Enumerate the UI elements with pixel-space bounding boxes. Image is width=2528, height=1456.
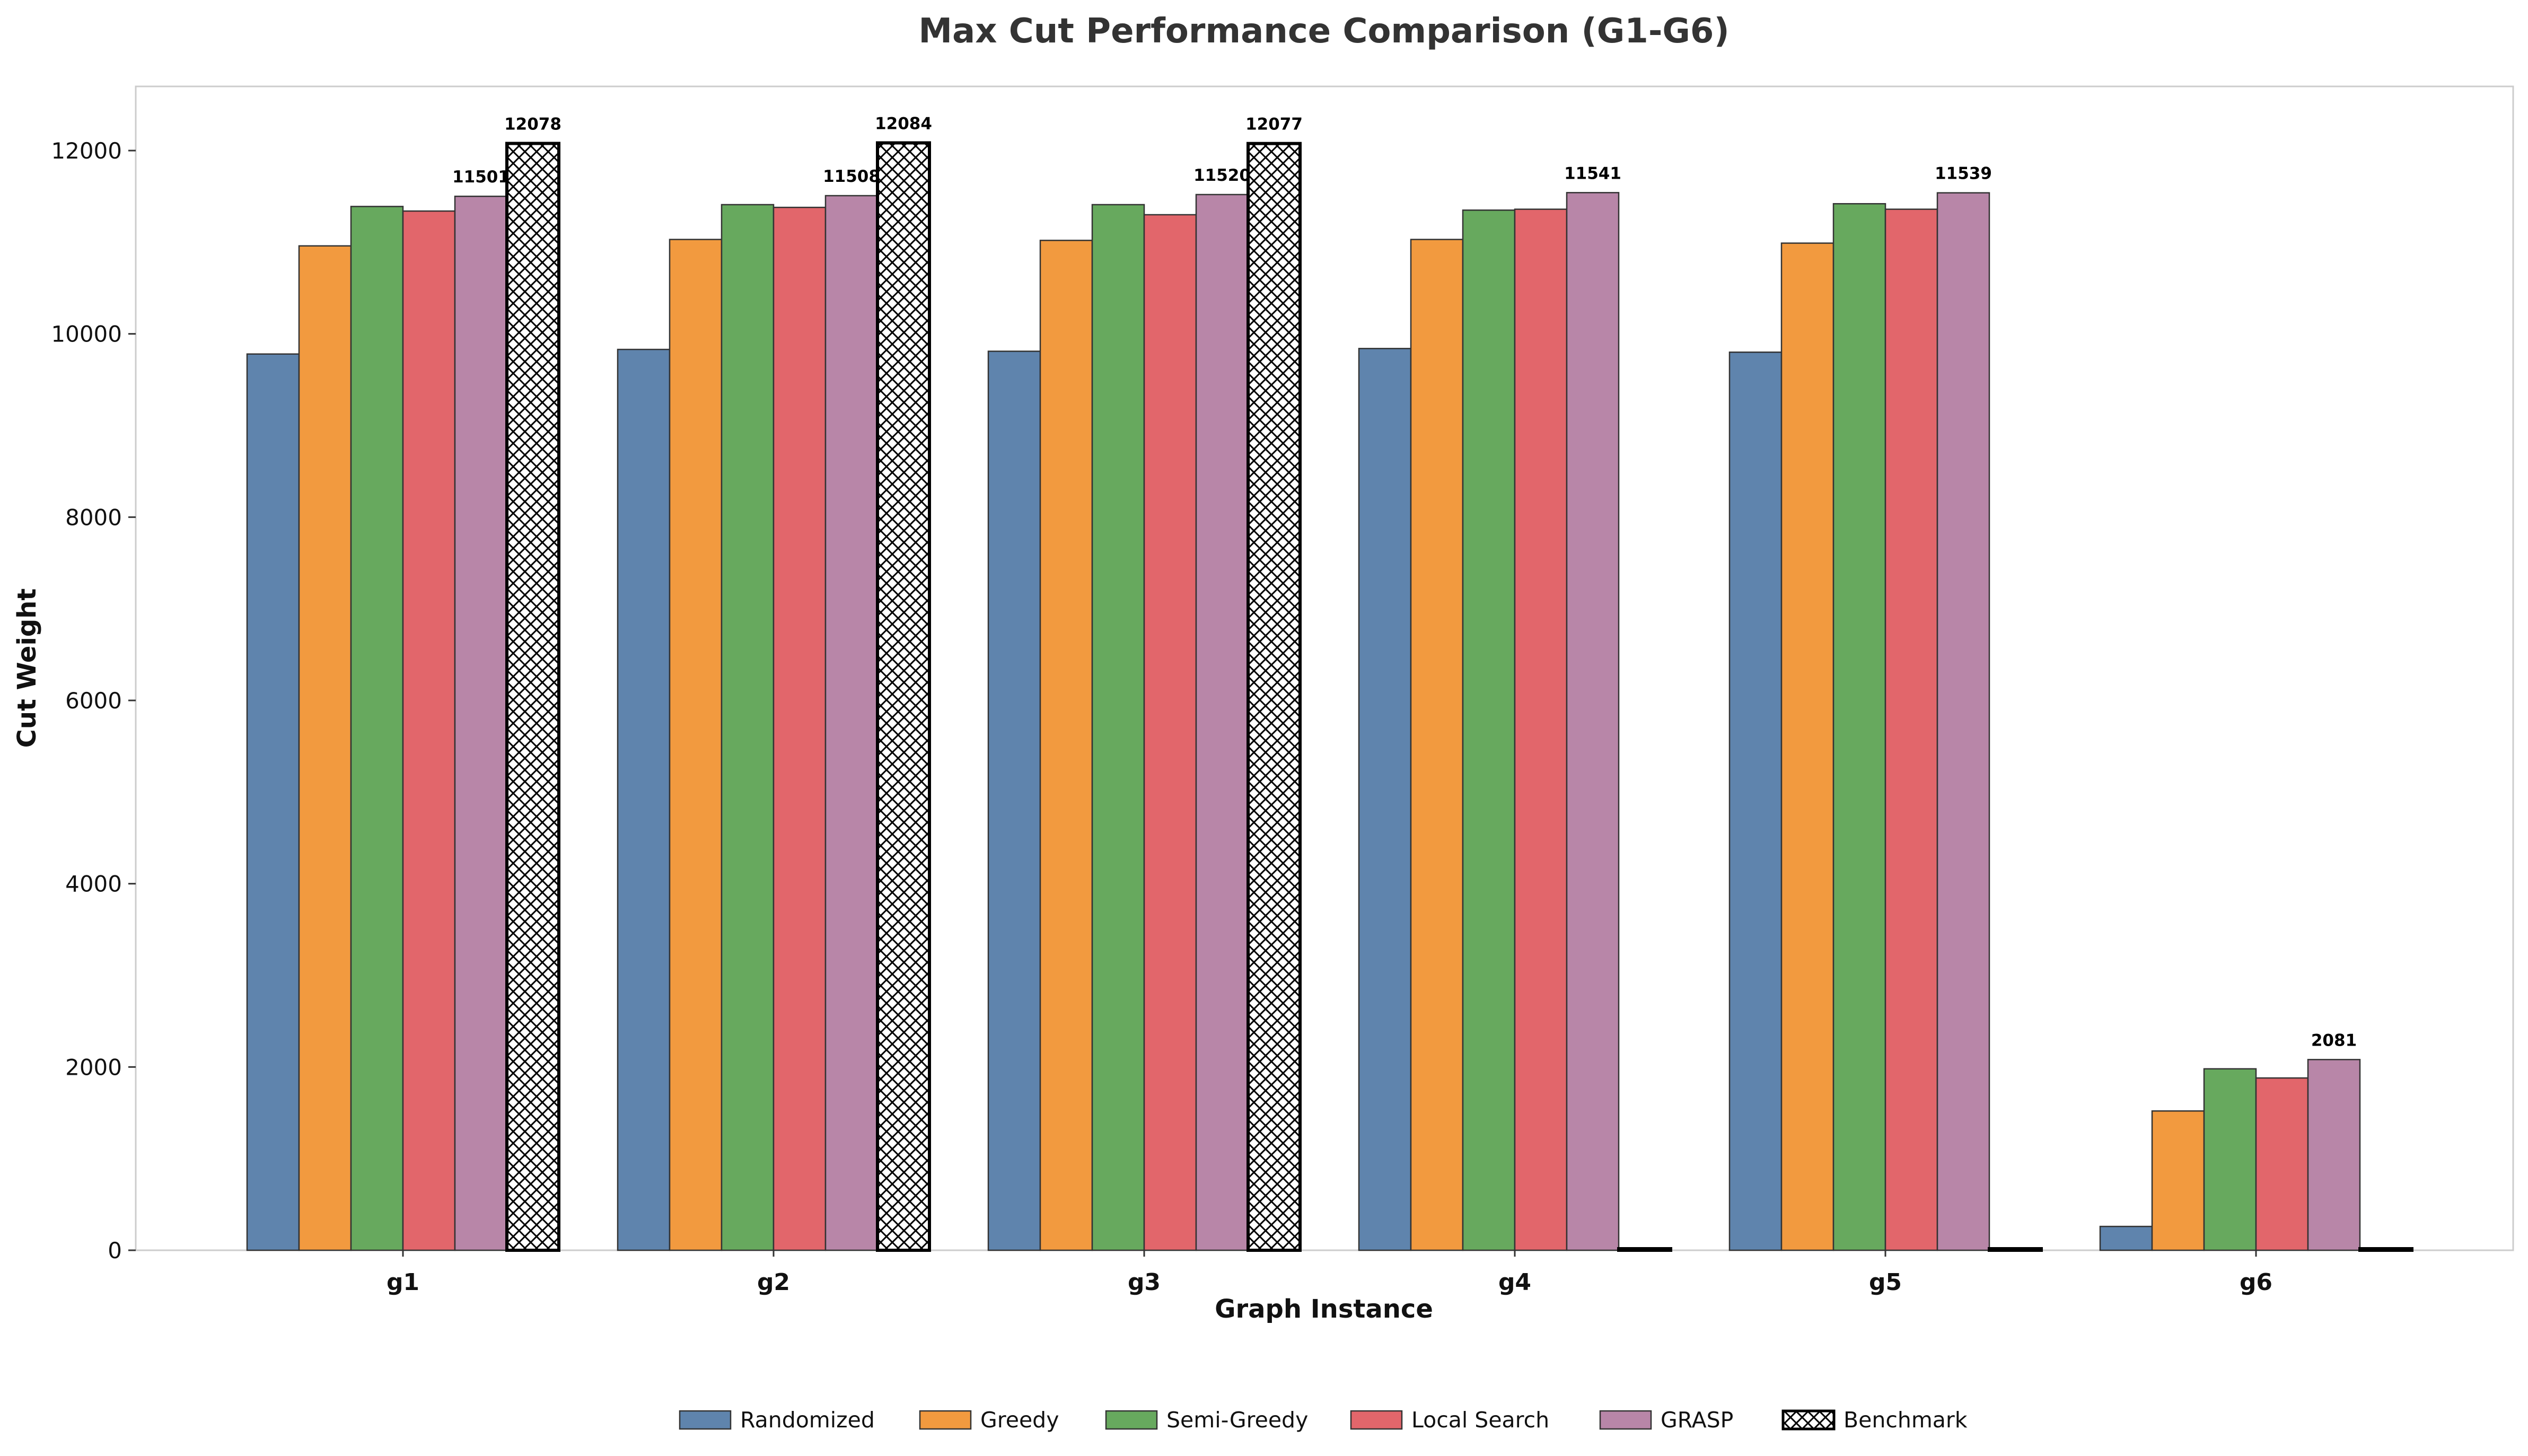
bar-g1-semi-greedy — [350, 206, 404, 1251]
x-tick-label-g4: g4 — [1498, 1269, 1531, 1296]
legend-label: Local Search — [1411, 1407, 1549, 1433]
bar-g5-randomized — [1728, 351, 1783, 1251]
bar-g5-semi-greedy — [1832, 203, 1886, 1251]
bar-g6-benchmark — [2358, 1247, 2413, 1252]
legend-item-semi-greedy: Semi-Greedy — [1105, 1407, 1308, 1433]
bar-g3-randomized — [987, 350, 1041, 1251]
bar-g5-greedy — [1780, 242, 1834, 1251]
y-axis: 0 2000 4000 6000 8000 10000 12000 — [51, 138, 136, 1264]
y-tick-label: 6000 — [65, 688, 122, 714]
bar-g2-semi-greedy — [721, 204, 775, 1251]
legend-swatch — [1781, 1409, 1836, 1431]
legend-swatch — [919, 1410, 972, 1430]
y-tick-label: 12000 — [51, 138, 122, 164]
data-label-g1-benchmark: 12078 — [504, 115, 561, 134]
bar-g6-greedy — [2151, 1110, 2205, 1251]
legend-label: Semi-Greedy — [1166, 1407, 1308, 1433]
data-label-g5-grasp: 11539 — [1935, 164, 1992, 183]
data-label-g1-grasp: 11501 — [452, 168, 510, 187]
bar-g2-local-search — [773, 206, 827, 1251]
bar-g1-local-search — [402, 210, 456, 1251]
y-tick-label: 0 — [108, 1238, 122, 1264]
y-tick-label: 4000 — [65, 871, 122, 897]
data-label-g2-benchmark: 12084 — [875, 114, 932, 133]
bar-g3-benchmark — [1247, 142, 1302, 1252]
bar-g1-greedy — [298, 245, 352, 1251]
legend-item-greedy: Greedy — [919, 1407, 1059, 1433]
x-tick-label-g3: g3 — [1128, 1269, 1161, 1296]
bar-g2-grasp — [824, 195, 879, 1251]
bars — [246, 141, 2413, 1252]
bar-g4-local-search — [1514, 208, 1568, 1251]
legend-label: Greedy — [980, 1407, 1059, 1433]
bar-g3-greedy — [1039, 240, 1093, 1251]
x-tick-label-g2: g2 — [757, 1269, 790, 1296]
bar-g1-benchmark — [505, 142, 560, 1252]
legend-item-randomized: Randomized — [679, 1407, 875, 1433]
bar-g4-randomized — [1358, 348, 1412, 1251]
bar-g6-semi-greedy — [2203, 1068, 2257, 1251]
bar-g5-grasp — [1936, 192, 1990, 1251]
legend-swatch — [1105, 1410, 1158, 1430]
data-label-g3-grasp: 11520 — [1193, 166, 1251, 185]
legend-item-local-search: Local Search — [1350, 1407, 1549, 1433]
legend-item-grasp: GRASP — [1599, 1407, 1733, 1433]
bar-g6-grasp — [2307, 1059, 2361, 1251]
bar-g5-local-search — [1884, 208, 1938, 1251]
bar-g1-grasp — [454, 195, 508, 1251]
bar-g2-randomized — [617, 348, 671, 1251]
bar-g3-semi-greedy — [1091, 204, 1145, 1251]
bar-g1-randomized — [246, 353, 300, 1251]
data-label-g2-grasp: 11508 — [823, 167, 880, 186]
y-axis-title: Cut Weight — [12, 589, 42, 748]
bar-g3-local-search — [1143, 214, 1197, 1251]
y-tick-label: 10000 — [51, 321, 122, 347]
legend-label: Benchmark — [1844, 1407, 1968, 1433]
bar-g6-randomized — [2099, 1225, 2153, 1251]
x-tick-label-g5: g5 — [1869, 1269, 1902, 1296]
data-label-g4-grasp: 11541 — [1564, 164, 1621, 183]
bar-g2-greedy — [669, 239, 723, 1251]
bar-g4-grasp — [1566, 192, 1620, 1251]
legend-swatch — [679, 1410, 732, 1430]
legend-item-benchmark: Benchmark — [1781, 1407, 1968, 1433]
data-labels: 11501 12078 11508 12084 11520 12077 11541 11539… — [452, 114, 2357, 1050]
legend: Randomized Greedy Semi-Greedy Local Search G… — [679, 1407, 1968, 1433]
legend-swatch — [1599, 1410, 1652, 1430]
bar-g5-benchmark — [1988, 1247, 2043, 1252]
bar-g6-local-search — [2255, 1077, 2309, 1251]
data-label-g3-benchmark: 12077 — [1245, 115, 1303, 134]
legend-swatch — [1350, 1410, 1403, 1430]
data-label-g6-grasp: 2081 — [2311, 1031, 2357, 1050]
bar-g2-benchmark — [876, 141, 931, 1252]
bar-g4-benchmark — [1617, 1247, 1672, 1252]
x-tick-label-g6: g6 — [2240, 1269, 2272, 1296]
legend-label: GRASP — [1661, 1407, 1733, 1433]
x-axis: g1 g2 g3 g4 g5 g6 — [387, 1250, 2272, 1296]
bar-g4-semi-greedy — [1462, 209, 1516, 1251]
y-tick-label: 2000 — [65, 1054, 122, 1080]
x-tick-label-g1: g1 — [387, 1269, 419, 1296]
bar-g4-greedy — [1410, 239, 1464, 1251]
chart-title: Max Cut Performance Comparison (G1-G6) — [918, 12, 1729, 51]
legend-label: Randomized — [740, 1407, 875, 1433]
y-tick-label: 8000 — [65, 504, 122, 530]
bar-g3-grasp — [1195, 194, 1249, 1251]
x-axis-title: Graph Instance — [1215, 1294, 1433, 1324]
